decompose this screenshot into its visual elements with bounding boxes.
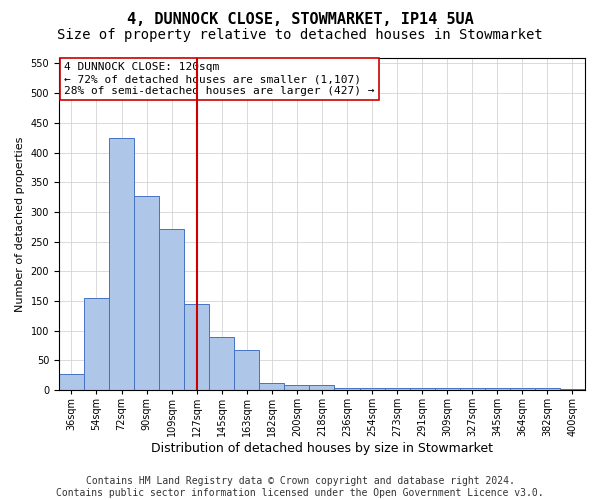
Bar xyxy=(184,304,209,390)
Bar xyxy=(159,229,184,390)
Text: Size of property relative to detached houses in Stowmarket: Size of property relative to detached ho… xyxy=(57,28,543,42)
Bar xyxy=(560,389,585,390)
Bar xyxy=(259,383,284,390)
Text: 4 DUNNOCK CLOSE: 120sqm
← 72% of detached houses are smaller (1,107)
28% of semi: 4 DUNNOCK CLOSE: 120sqm ← 72% of detache… xyxy=(64,62,374,96)
Bar xyxy=(59,374,84,390)
Y-axis label: Number of detached properties: Number of detached properties xyxy=(15,136,25,312)
Text: Contains HM Land Registry data © Crown copyright and database right 2024.
Contai: Contains HM Land Registry data © Crown c… xyxy=(56,476,544,498)
Bar xyxy=(460,388,485,390)
Bar xyxy=(134,196,159,390)
Bar xyxy=(234,350,259,390)
Text: 4, DUNNOCK CLOSE, STOWMARKET, IP14 5UA: 4, DUNNOCK CLOSE, STOWMARKET, IP14 5UA xyxy=(127,12,473,28)
Bar xyxy=(385,388,410,390)
Bar xyxy=(410,388,434,390)
Bar xyxy=(334,388,359,390)
Bar xyxy=(510,388,535,390)
Bar xyxy=(485,388,510,390)
X-axis label: Distribution of detached houses by size in Stowmarket: Distribution of detached houses by size … xyxy=(151,442,493,455)
Bar xyxy=(209,336,234,390)
Bar xyxy=(359,388,385,390)
Bar xyxy=(310,385,334,390)
Bar xyxy=(535,388,560,390)
Bar xyxy=(84,298,109,390)
Bar xyxy=(284,385,310,390)
Bar xyxy=(109,138,134,390)
Bar xyxy=(434,388,460,390)
